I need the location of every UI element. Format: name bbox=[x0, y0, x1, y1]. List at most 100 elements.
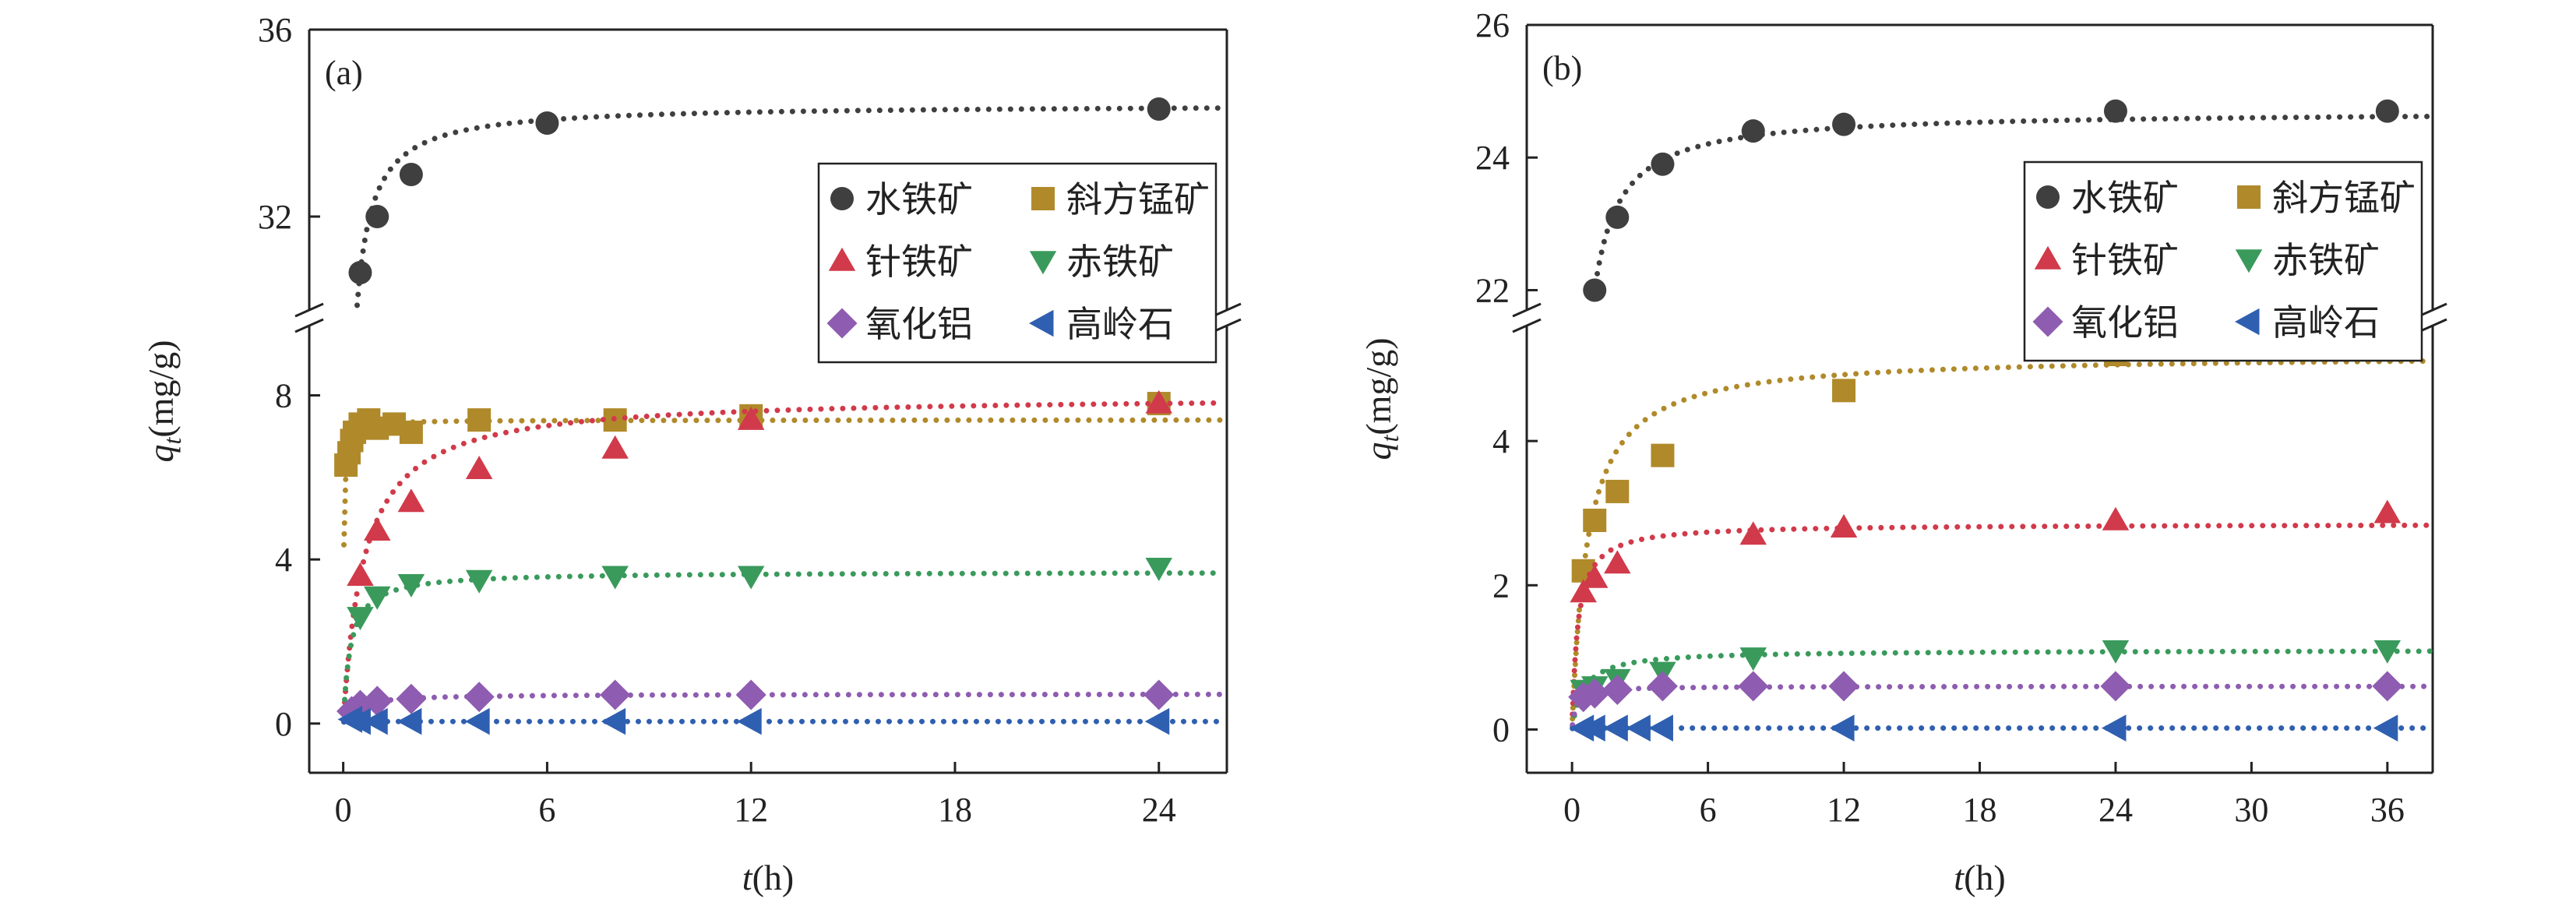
data-point-ferrihydrite bbox=[2103, 99, 2127, 123]
series-hematite bbox=[1570, 640, 2433, 729]
data-point-kaolinite bbox=[1603, 714, 1628, 742]
fit-curve-alumina bbox=[1570, 683, 2433, 728]
series-kaolinite bbox=[1569, 714, 2433, 742]
y-tick-label: 22 bbox=[1475, 271, 1510, 309]
series-kaolinite bbox=[337, 706, 1227, 735]
data-point-alumina bbox=[2100, 671, 2131, 702]
x-axis-label: t(h) bbox=[742, 858, 794, 897]
x-tick-label: 36 bbox=[2370, 791, 2405, 829]
data-point-ferrihydrite bbox=[348, 261, 372, 284]
legend-box bbox=[817, 162, 1218, 364]
x-tick-label: 24 bbox=[1142, 791, 1176, 829]
panel-label: (b) bbox=[1542, 49, 1582, 87]
data-point-goethite bbox=[1604, 550, 1631, 574]
y-tick-label: 24 bbox=[1475, 139, 1510, 177]
data-point-hematite bbox=[601, 566, 629, 590]
data-point-goethite bbox=[364, 517, 391, 541]
chart-panel-b: 0 6 12 18 24 30 36222426024(b)t(h)qt(mg/g)水铁矿斜… bbox=[1358, 6, 2447, 897]
axis-break-mark bbox=[1212, 318, 1242, 333]
legend-marker-goethite bbox=[828, 247, 856, 271]
y-tick-label: 2 bbox=[1492, 566, 1510, 605]
legend-label-ferrihydrite: 水铁矿 bbox=[2071, 178, 2179, 218]
data-point-alumina bbox=[1647, 671, 1678, 702]
data-point-kaolinite bbox=[396, 707, 422, 735]
data-point-alumina bbox=[600, 679, 631, 710]
y-tick-label: 8 bbox=[275, 377, 292, 415]
fit-curve-ferrihydrite bbox=[354, 105, 1227, 308]
chart-panel-a: 0 6 12 18 24 32 36 0 4 8 (a) t(h) qt(mg/g) 水铁矿 斜方锰矿针铁矿… bbox=[141, 11, 1242, 897]
data-point-goethite bbox=[1580, 564, 1609, 588]
y-axis-label: qt(mg/g) bbox=[141, 340, 186, 462]
legend-marker-birnessite bbox=[1031, 187, 1055, 210]
data-point-ferrihydrite bbox=[1583, 278, 1607, 302]
legend-marker-kaolinite bbox=[2235, 308, 2260, 336]
data-point-kaolinite bbox=[1830, 714, 1855, 742]
x-tick-label: 24 bbox=[2099, 791, 2133, 829]
data-point-goethite bbox=[2373, 499, 2402, 523]
data-point-alumina bbox=[361, 686, 393, 717]
fit-curve-hematite bbox=[1570, 648, 2433, 729]
legend-label-kaolinite: 高岭石 bbox=[2272, 303, 2380, 343]
x-tick-label: 12 bbox=[734, 791, 768, 829]
y-tick-label: 0 bbox=[275, 705, 292, 743]
legend-label-goethite: 针铁矿 bbox=[2071, 241, 2179, 280]
axis-break-mark bbox=[2418, 302, 2447, 318]
legend-box bbox=[2023, 160, 2423, 362]
data-point-kaolinite bbox=[2101, 714, 2127, 742]
x-tick-label: 6 bbox=[1700, 791, 1717, 829]
series-alumina bbox=[337, 679, 1227, 727]
data-point-alumina bbox=[2372, 671, 2403, 702]
data-point-kaolinite bbox=[363, 707, 388, 735]
y-axis-label: qt(mg/g) bbox=[1358, 337, 1404, 460]
axis-break-mark bbox=[1512, 302, 1542, 318]
x-tick-label: 12 bbox=[1827, 791, 1861, 829]
data-point-hematite bbox=[1145, 557, 1172, 581]
data-point-alumina bbox=[735, 679, 766, 710]
data-point-goethite bbox=[1570, 579, 1597, 603]
data-point-ferrihydrite bbox=[535, 111, 559, 135]
legend-label-hematite: 赤铁矿 bbox=[2272, 241, 2380, 280]
legend-label-hematite: 赤铁矿 bbox=[1066, 242, 1174, 282]
legend-marker-kaolinite bbox=[1029, 309, 1054, 337]
data-point-alumina bbox=[1738, 671, 1769, 702]
legend-label-alumina: 氧化铝 bbox=[865, 305, 973, 344]
legend-marker-goethite bbox=[2034, 245, 2062, 270]
data-point-goethite bbox=[1830, 513, 1858, 538]
data-point-goethite bbox=[465, 456, 493, 480]
x-tick-label: 18 bbox=[1963, 791, 1997, 829]
data-point-birnessite bbox=[1605, 479, 1630, 503]
legend-label-birnessite: 斜方锰矿 bbox=[2272, 178, 2416, 218]
data-point-birnessite bbox=[467, 408, 492, 432]
data-point-ferrihydrite bbox=[1741, 119, 1765, 143]
x-tick-label: 18 bbox=[938, 791, 972, 829]
data-point-kaolinite bbox=[346, 707, 371, 735]
axis-break-mark bbox=[1512, 318, 1542, 333]
data-point-alumina bbox=[463, 682, 495, 713]
legend-marker-ferrihydrite bbox=[2036, 185, 2060, 209]
legend-label-birnessite: 斜方锰矿 bbox=[1066, 180, 1210, 220]
series-hematite bbox=[341, 557, 1227, 714]
data-point-kaolinite bbox=[1648, 714, 1673, 742]
data-point-goethite bbox=[397, 488, 425, 513]
data-point-alumina bbox=[1602, 675, 1633, 706]
data-point-birnessite bbox=[1832, 379, 1856, 403]
data-point-birnessite bbox=[399, 420, 423, 444]
data-point-birnessite bbox=[1651, 443, 1675, 467]
data-point-goethite bbox=[2102, 506, 2130, 530]
x-tick-label: 0 bbox=[1563, 791, 1580, 829]
data-point-hematite bbox=[347, 607, 374, 631]
panel-label: (a) bbox=[325, 54, 363, 92]
data-point-kaolinite bbox=[2373, 714, 2398, 742]
data-point-ferrihydrite bbox=[1147, 97, 1171, 121]
series-birnessite bbox=[334, 392, 1227, 548]
fit-curve-birnessite bbox=[1570, 358, 2433, 722]
data-point-hematite bbox=[2102, 640, 2130, 664]
legend-label-kaolinite: 高岭石 bbox=[1066, 305, 1174, 344]
series-birnessite bbox=[1570, 314, 2433, 722]
y-tick-label: 0 bbox=[1492, 710, 1510, 749]
data-point-alumina bbox=[396, 683, 427, 714]
series-goethite bbox=[341, 390, 1227, 716]
legend-marker-hematite bbox=[2235, 249, 2263, 273]
